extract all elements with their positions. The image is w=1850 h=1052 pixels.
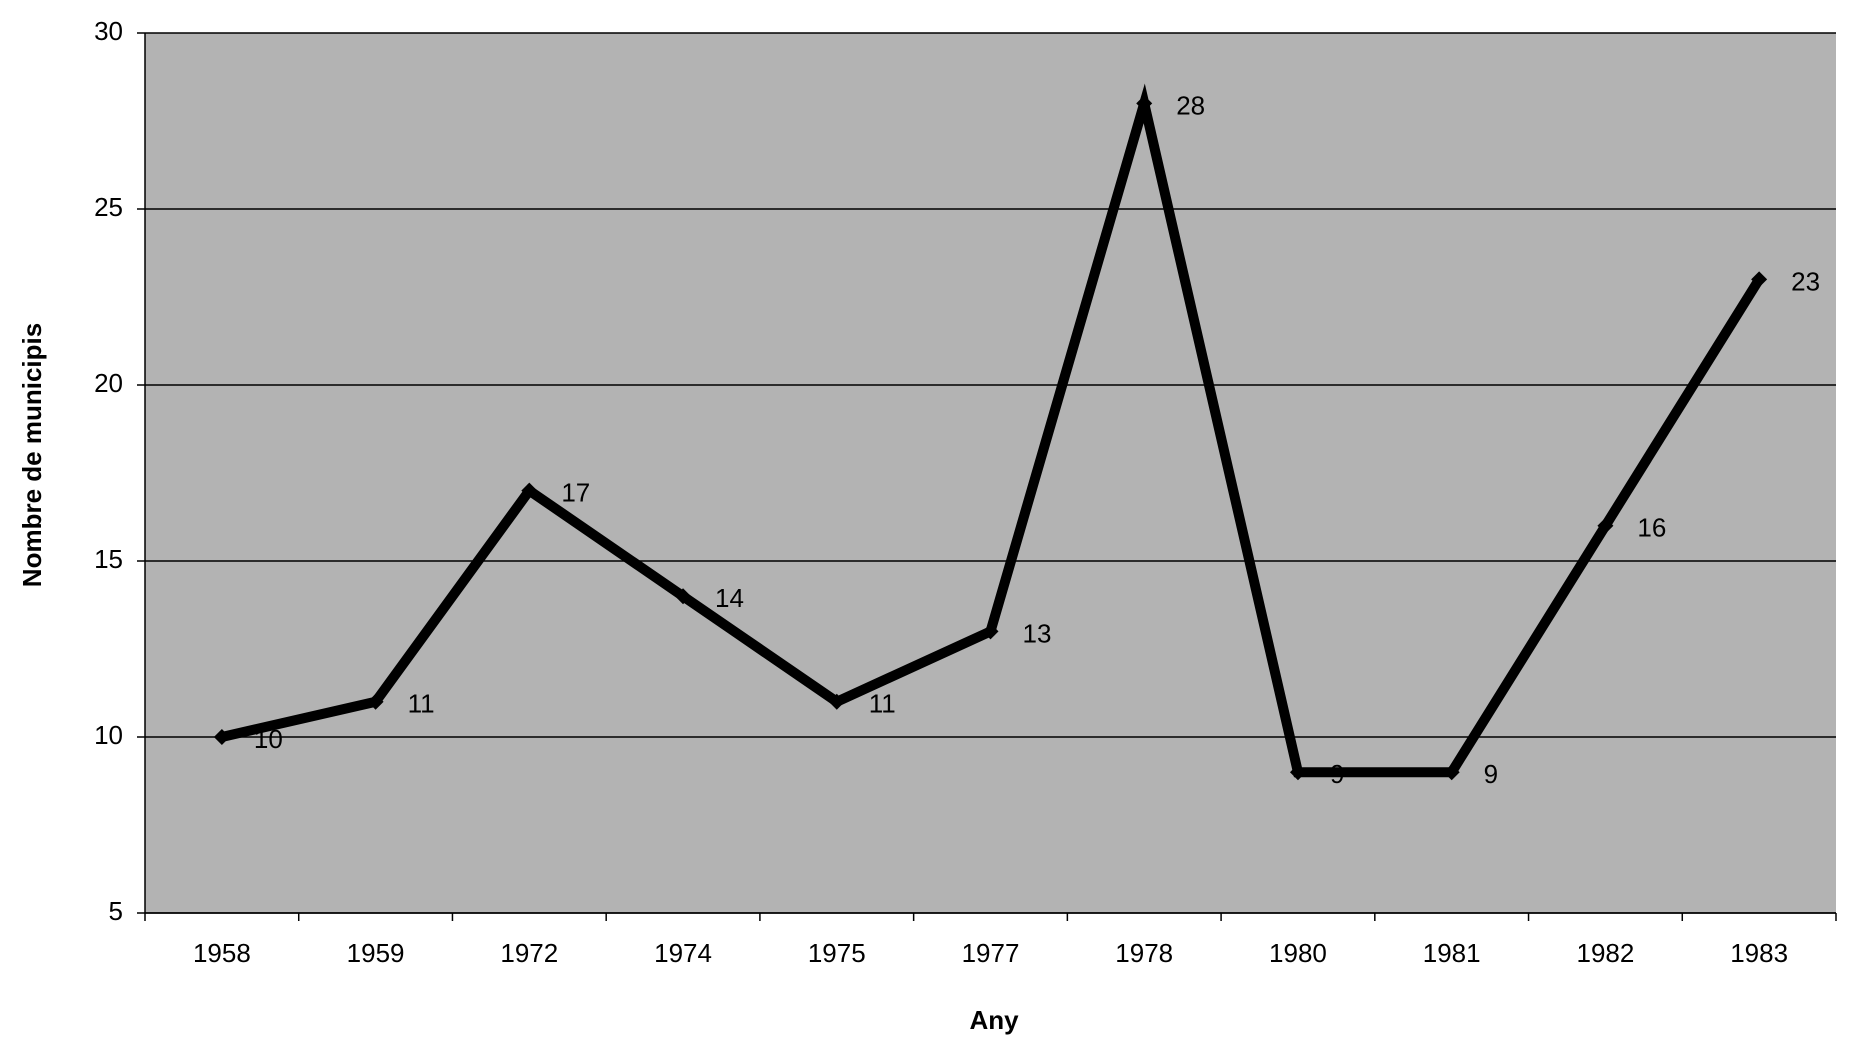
data-label: 23 xyxy=(1791,266,1820,296)
y-tick-label: 15 xyxy=(94,544,123,574)
x-axis-title: Any xyxy=(969,1005,1019,1035)
data-label: 14 xyxy=(715,583,744,613)
marker xyxy=(675,588,692,605)
marker xyxy=(1136,95,1153,112)
x-tick-label: 1981 xyxy=(1423,938,1481,968)
data-label: 16 xyxy=(1637,513,1666,543)
x-tick-label: 1972 xyxy=(500,938,558,968)
data-label: 9 xyxy=(1330,759,1344,789)
y-tick-label: 30 xyxy=(94,16,123,46)
x-tick-label: 1980 xyxy=(1269,938,1327,968)
x-tick-label: 1977 xyxy=(962,938,1020,968)
marker xyxy=(1443,764,1460,781)
marker xyxy=(982,623,999,640)
y-tick-label: 5 xyxy=(109,896,123,926)
marker xyxy=(521,482,538,499)
data-label: 17 xyxy=(561,477,590,507)
x-tick-label: 1958 xyxy=(193,938,251,968)
marker xyxy=(1751,271,1768,288)
x-tick-label: 1982 xyxy=(1576,938,1634,968)
y-tick-label: 25 xyxy=(94,192,123,222)
y-tick-label: 10 xyxy=(94,720,123,750)
y-tick-label: 20 xyxy=(94,368,123,398)
data-label: 9 xyxy=(1484,759,1498,789)
marker xyxy=(828,693,845,710)
marker xyxy=(213,729,230,745)
x-tick-label: 1974 xyxy=(654,938,712,968)
data-label: 28 xyxy=(1176,90,1205,120)
data-label: 13 xyxy=(1023,618,1052,648)
marker xyxy=(1289,764,1306,781)
x-tick-label: 1959 xyxy=(347,938,405,968)
y-axis-title: Nombre de municipis xyxy=(17,323,47,587)
data-label: 10 xyxy=(254,724,283,754)
marker xyxy=(1597,517,1614,534)
marker xyxy=(367,693,384,710)
plot-area xyxy=(145,33,1836,913)
data-label: 11 xyxy=(869,689,896,719)
data-label: 11 xyxy=(408,689,435,719)
x-tick-label: 1978 xyxy=(1115,938,1173,968)
x-tick-label: 1975 xyxy=(808,938,866,968)
x-tick-label: 1983 xyxy=(1730,938,1788,968)
